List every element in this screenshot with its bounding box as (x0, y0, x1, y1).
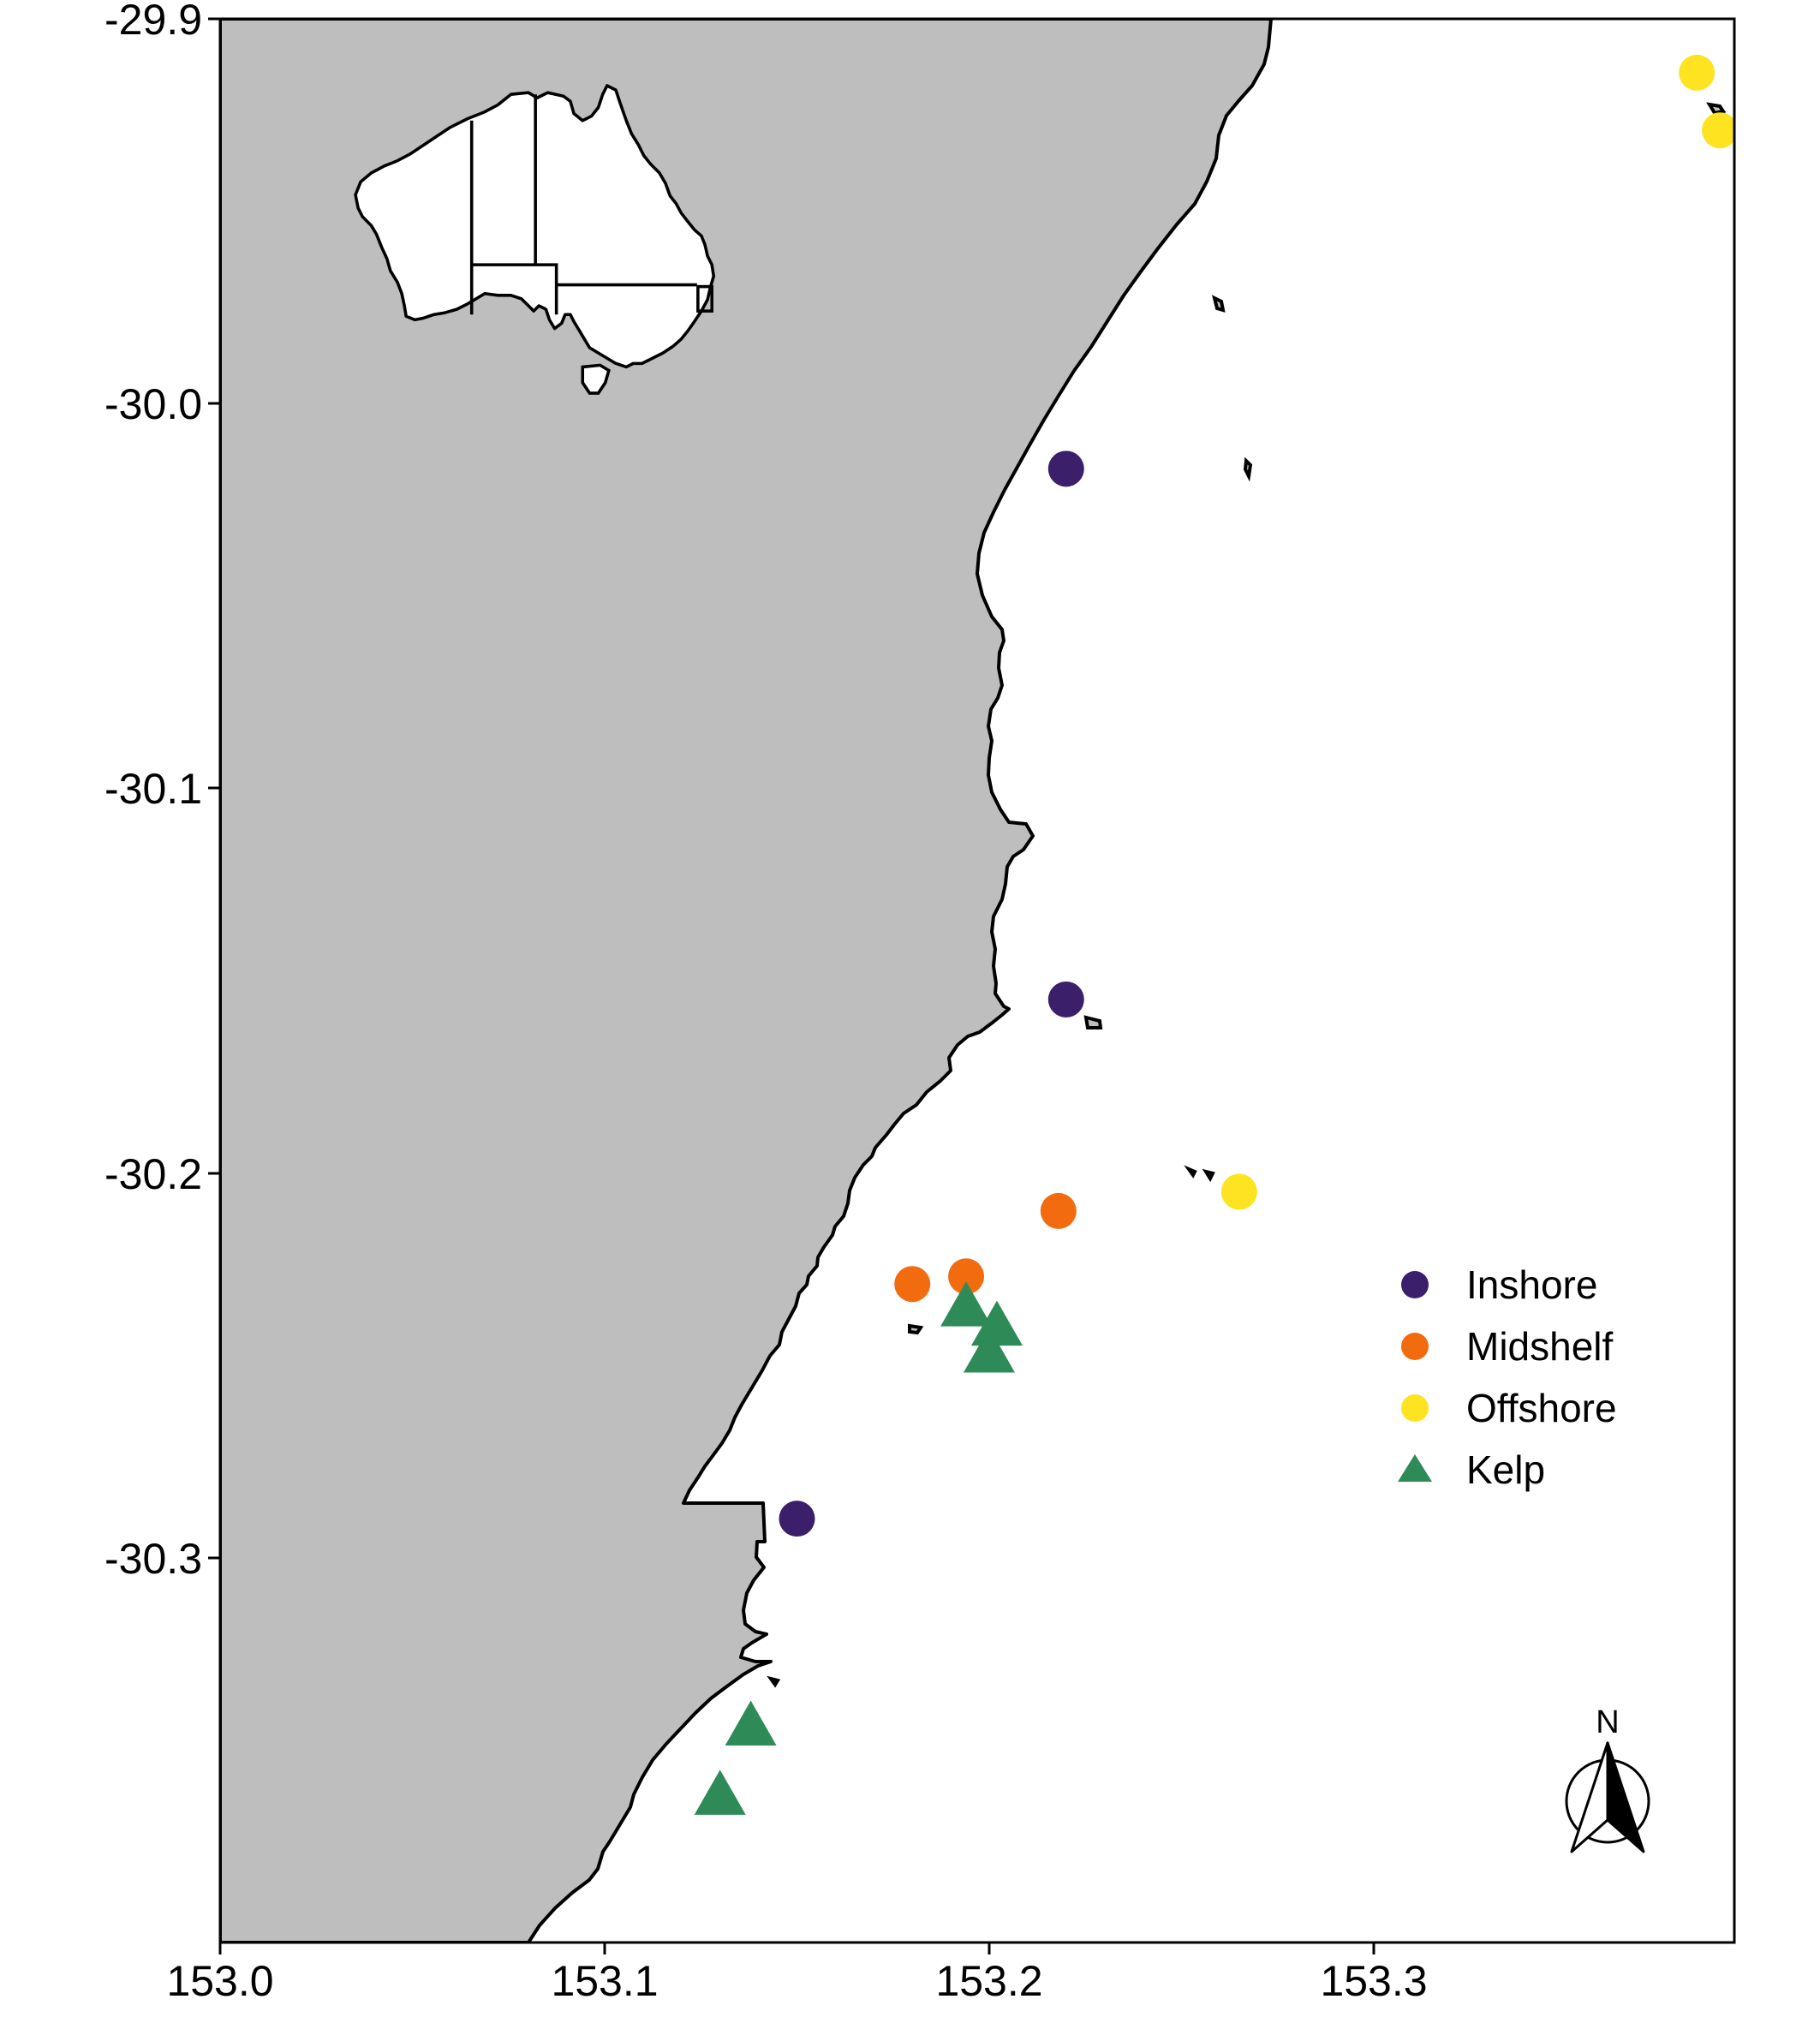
site-point-offshore (1679, 54, 1716, 91)
island (1083, 1015, 1103, 1029)
site-point-kelp (940, 1281, 993, 1327)
x-tick-label: 153.0 (166, 1957, 273, 2005)
legend-key-midshelf (1401, 1333, 1429, 1360)
site-point-inshore (1047, 451, 1084, 487)
x-axis: 153.0 153.1 153.2 153.3 (166, 1942, 1428, 2005)
points-layer (694, 54, 1734, 1815)
legend-label-kelp: Kelp (1466, 1447, 1545, 1492)
legend-label-inshore: Inshore (1466, 1262, 1597, 1307)
x-tick-label: 153.1 (551, 1957, 658, 2005)
island (1184, 1165, 1197, 1179)
site-point-kelp (694, 1769, 746, 1815)
site-point-kelp (725, 1700, 777, 1746)
legend-label-midshelf: Midshelf (1466, 1324, 1614, 1369)
site-point-offshore (1220, 1173, 1257, 1210)
legend-key-inshore (1401, 1271, 1429, 1298)
legend-key-kelp (1398, 1454, 1432, 1482)
site-point-kelp (964, 1328, 1015, 1373)
site-point-offshore (1702, 112, 1734, 149)
island (767, 1675, 781, 1688)
site-point-midshelf (948, 1258, 985, 1295)
island (1212, 295, 1226, 313)
tasmania (581, 363, 611, 395)
y-tick-label: -30.3 (104, 1535, 202, 1583)
island (908, 1323, 924, 1335)
island (1706, 102, 1727, 116)
legend-key-offshore (1401, 1394, 1429, 1422)
site-point-midshelf (894, 1266, 931, 1303)
north-arrow-icon: N (1565, 1704, 1650, 1853)
y-tick-label: -30.0 (104, 380, 202, 428)
site-point-midshelf (1040, 1192, 1077, 1229)
site-point-inshore (1047, 981, 1084, 1017)
site-point-inshore (779, 1501, 815, 1537)
legend: Inshore Midshelf Offshore Kelp (1398, 1262, 1617, 1492)
island (1243, 457, 1253, 482)
panel-border (218, 17, 1736, 1944)
x-tick-label: 153.2 (935, 1957, 1042, 2005)
study-area-box (696, 284, 713, 313)
australia-inset (354, 84, 716, 395)
y-axis: -29.9 -30.0 -30.1 -30.2 -30.3 (104, 0, 220, 1583)
y-tick-label: -29.9 (104, 0, 202, 44)
north-arrow-label: N (1596, 1704, 1619, 1740)
island (1202, 1168, 1215, 1183)
y-tick-label: -30.2 (104, 1150, 202, 1198)
x-tick-label: 153.3 (1320, 1957, 1427, 2005)
legend-label-offshore: Offshore (1466, 1386, 1617, 1430)
state-borders (469, 94, 697, 315)
mainland (220, 19, 1273, 1942)
site-point-kelp (970, 1300, 1023, 1346)
north-arrow-right (1606, 1741, 1645, 1853)
y-tick-label: -30.1 (104, 765, 202, 813)
